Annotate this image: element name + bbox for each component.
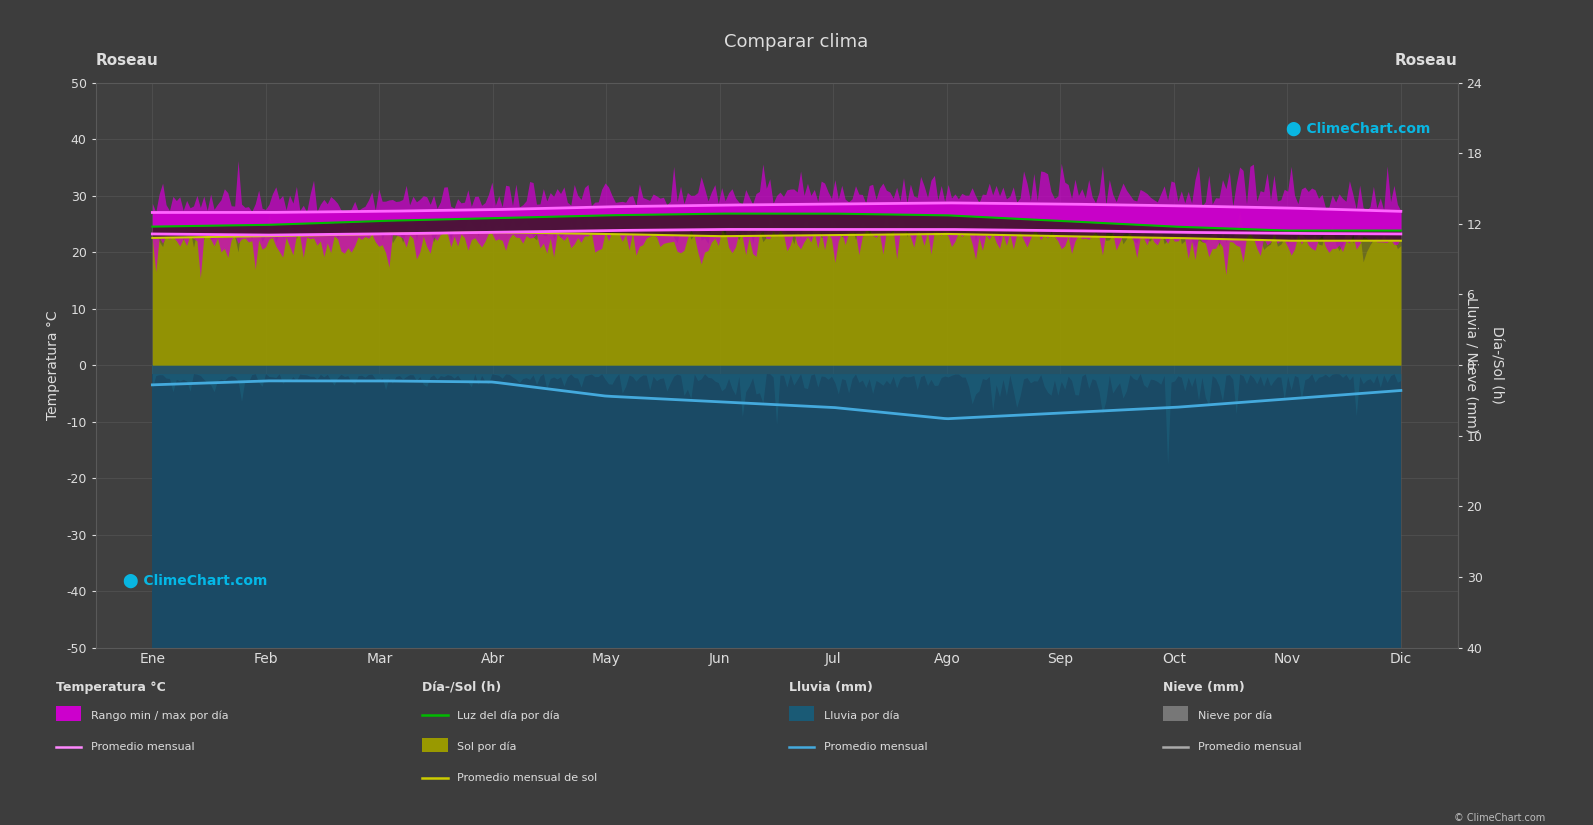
Text: Roseau: Roseau — [96, 54, 158, 68]
Y-axis label: Temperatura °C: Temperatura °C — [46, 310, 61, 420]
Text: Promedio mensual de sol: Promedio mensual de sol — [457, 773, 597, 783]
Text: ⬤ ClimeChart.com: ⬤ ClimeChart.com — [123, 574, 268, 588]
Text: Nieve (mm): Nieve (mm) — [1163, 681, 1244, 694]
Text: Promedio mensual: Promedio mensual — [824, 742, 927, 752]
Y-axis label: Día-/Sol (h): Día-/Sol (h) — [1489, 326, 1504, 404]
Text: Día-/Sol (h): Día-/Sol (h) — [422, 681, 502, 694]
Text: Lluvia (mm): Lluvia (mm) — [789, 681, 873, 694]
Text: Promedio mensual: Promedio mensual — [91, 742, 194, 752]
Text: Rango min / max por día: Rango min / max por día — [91, 710, 228, 720]
Text: ⬤ ClimeChart.com: ⬤ ClimeChart.com — [1286, 122, 1431, 136]
Text: Temperatura °C: Temperatura °C — [56, 681, 166, 694]
Y-axis label: Lluvia / Nieve (mm): Lluvia / Nieve (mm) — [1464, 297, 1478, 433]
Text: Promedio mensual: Promedio mensual — [1198, 742, 1301, 752]
Text: © ClimeChart.com: © ClimeChart.com — [1454, 813, 1545, 823]
Text: Comparar clima: Comparar clima — [725, 33, 868, 51]
Text: Lluvia por día: Lluvia por día — [824, 710, 898, 720]
Text: Nieve por día: Nieve por día — [1198, 710, 1273, 720]
Text: Roseau: Roseau — [1395, 54, 1458, 68]
Text: Luz del día por día: Luz del día por día — [457, 710, 561, 720]
Text: Sol por día: Sol por día — [457, 742, 516, 752]
